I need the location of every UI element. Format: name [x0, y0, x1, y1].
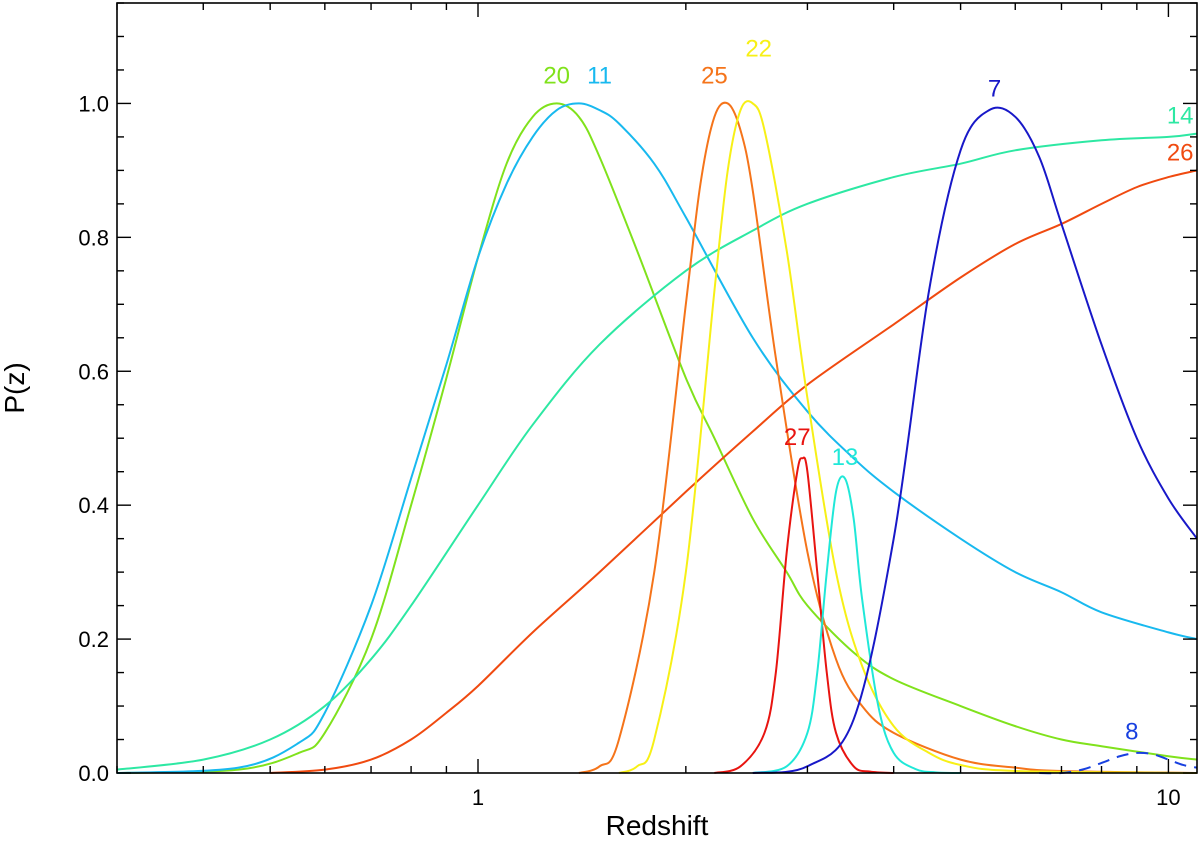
y-tick-label: 0.2 [78, 627, 109, 652]
series-label-8: 8 [1125, 719, 1138, 746]
plot-frame [116, 2, 1198, 774]
series-label-20: 20 [543, 62, 570, 89]
x-tick-label: 1 [472, 785, 484, 810]
series-label-13: 13 [832, 444, 859, 471]
series-line-11 [116, 102, 1198, 774]
series-line-27 [714, 456, 894, 774]
series-line-25 [578, 101, 1198, 774]
series-label-7: 7 [988, 76, 1001, 103]
y-axis-label: P(z) [0, 362, 30, 413]
y-tick-label: 1.0 [78, 91, 109, 116]
series-label-26: 26 [1167, 139, 1194, 166]
series-line-14 [116, 132, 1198, 771]
series-line-20 [116, 102, 1198, 774]
x-axis-label: Redshift [606, 810, 709, 841]
series-line-8 [1039, 751, 1198, 775]
series-line-26 [270, 169, 1198, 774]
series-label-27: 27 [784, 424, 811, 451]
series-line-13 [752, 475, 961, 774]
x-tick-label: 10 [1156, 785, 1180, 810]
ticks-layer: 0.0 0.2 0.4 0.6 0.8 1.0 1 10 [78, 2, 1197, 810]
y-tick-label: 0.6 [78, 359, 109, 384]
series-line-7 [752, 106, 1198, 774]
y-tick-label: 0.4 [78, 493, 109, 518]
y-tick-label: 0.0 [78, 761, 109, 786]
series-label-22: 22 [745, 36, 772, 63]
series-label-25: 25 [701, 62, 728, 89]
series-label-14: 14 [1167, 103, 1194, 130]
curves-layer [116, 100, 1198, 775]
series-line-22 [618, 100, 1198, 774]
series-label-11: 11 [587, 62, 612, 89]
y-tick-label: 0.8 [78, 225, 109, 250]
curve-labels-layer: 20 11 14 26 25 22 27 13 7 8 [543, 36, 1193, 746]
